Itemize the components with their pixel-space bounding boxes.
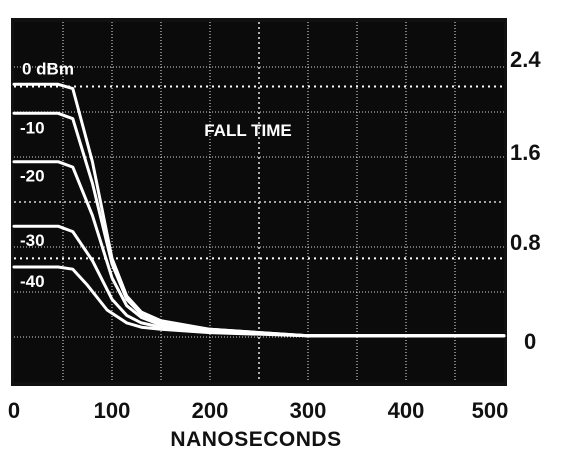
x-tick-label: 300 [289,398,327,423]
x-tick-label: 400 [387,398,425,423]
series-label: -30 [20,231,45,250]
y-tick-label: 0.8 [510,230,541,255]
chart-title: FALL TIME [204,121,292,140]
x-axis-label: NANOSECONDS [170,428,342,451]
series-label: -40 [20,272,45,291]
y-tick-label: 2.4 [510,47,541,72]
series-label: 0 dBm [22,59,74,78]
series-label: -20 [20,167,45,186]
x-tick-label: 0 [7,398,21,423]
grid-lines [14,22,504,382]
x-tick-label: 100 [93,398,131,423]
trace-group [12,82,506,338]
y-tick-label: 0 [524,329,537,354]
x-tick-label: 500 [471,398,509,423]
series-label: -10 [20,118,45,137]
trace-line [12,265,506,338]
series-labels: 0 dBm -10 -20 -30 -40 [20,59,74,291]
y-tick-label: 1.6 [510,140,541,165]
x-tick-label: 200 [191,398,229,423]
